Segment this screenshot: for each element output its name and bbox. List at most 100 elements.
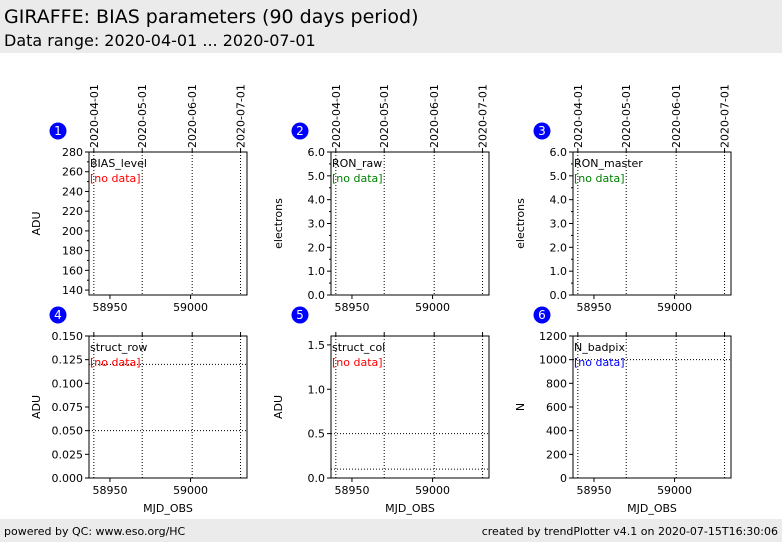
y-tick-label: 0.100	[52, 377, 84, 390]
panel-number-badge	[49, 122, 67, 140]
top-date-label: 2020-07-01	[719, 84, 732, 148]
y-tick-label: 5.0	[308, 170, 326, 183]
y-tick-label: 0.0	[308, 289, 326, 302]
y-tick-label: 0	[560, 472, 567, 485]
y-tick-label: 200	[546, 448, 567, 461]
top-date-label: 2020-04-01	[572, 84, 585, 148]
parameter-label: RON_master	[574, 157, 643, 170]
no-data-label: [no data]	[90, 172, 141, 185]
y-tick-label: 240	[62, 185, 83, 198]
panel-number-badge	[533, 306, 551, 324]
y-axis-label: ADU	[272, 395, 285, 419]
x-tick-label: 58950	[576, 484, 611, 497]
report-header: GIRAFFE: BIAS parameters (90 days period…	[0, 0, 782, 53]
chart-panel-6: 0 200 400 600 800 1000 1200 58950 59000 N MJD_OBS 6…	[514, 306, 732, 515]
y-tick-label: 5.0	[550, 170, 568, 183]
y-tick-label: 280	[62, 146, 83, 159]
y-tick-label: 1000	[539, 354, 567, 367]
y-tick-label: 0.050	[52, 425, 84, 438]
y-tick-label: 0.125	[52, 354, 84, 367]
top-date-label: 2020-06-01	[670, 84, 683, 148]
parameter-label: N_badpix	[574, 341, 625, 354]
y-tick-label: 1.5	[308, 339, 326, 352]
chart-panel-5: 0.0 0.5 1.0 1.5 58950 59000 ADU MJD_OBS 5 struct_…	[272, 306, 490, 515]
x-tick-label: 58950	[334, 301, 369, 314]
panel-number-label: 6	[538, 308, 546, 322]
footer-created-by: created by trendPlotter v4.1 on 2020-07-…	[481, 525, 778, 538]
x-axis-label: MJD_OBS	[385, 502, 435, 515]
axes-frame	[88, 151, 248, 296]
y-tick-label: 220	[62, 205, 83, 218]
page-subtitle: Data range: 2020-04-01 ... 2020-07-01	[4, 31, 316, 50]
no-data-label: [no data]	[332, 172, 383, 185]
x-tick-label: 58950	[92, 484, 127, 497]
x-tick-label: 58950	[334, 484, 369, 497]
y-tick-label: 3.0	[550, 218, 568, 231]
y-tick-label: 1.0	[550, 265, 568, 278]
y-tick-label: 140	[62, 284, 83, 297]
top-date-label: 2020-07-01	[235, 84, 248, 148]
y-axis-label: electrons	[272, 198, 285, 249]
y-tick-label: 200	[62, 225, 83, 238]
y-axis-label: N	[514, 403, 527, 411]
x-tick-label: 59000	[657, 301, 692, 314]
parameter-label: struct_row	[90, 341, 147, 354]
parameter-label: struct_col	[332, 341, 385, 354]
panel-number-badge	[291, 306, 309, 324]
y-tick-label: 180	[62, 245, 83, 258]
x-tick-label: 59000	[657, 484, 692, 497]
axes-frame	[330, 335, 490, 479]
y-tick-label: 600	[546, 401, 567, 414]
no-data-label: [no data]	[90, 356, 141, 369]
y-tick-label: 1.0	[308, 265, 326, 278]
y-tick-label: 2.0	[308, 241, 326, 254]
footer-powered-by: powered by QC: www.eso.org/HC	[4, 525, 186, 538]
y-tick-label: 1200	[539, 330, 567, 343]
page-title: GIRAFFE: BIAS parameters (90 days period…	[4, 6, 419, 28]
panel-number-badge	[533, 122, 551, 140]
panel-number-label: 3	[538, 124, 546, 138]
y-tick-label: 400	[546, 425, 567, 438]
report-footer: powered by QC: www.eso.org/HC created by…	[0, 519, 782, 542]
top-date-label: 2020-05-01	[136, 84, 149, 148]
panel-number-badge	[291, 122, 309, 140]
parameter-label: RON_raw	[332, 157, 382, 170]
y-axis-label: electrons	[514, 198, 527, 249]
top-date-label: 2020-04-01	[330, 84, 343, 148]
x-tick-label: 59000	[415, 484, 450, 497]
y-tick-label: 4.0	[308, 194, 326, 207]
y-tick-label: 0.0	[550, 289, 568, 302]
chart-panel-2: 0.0 1.0 2.0 3.0 4.0 5.0 6.0 58950 59000 2020-04-0…	[272, 84, 490, 314]
y-axis-label: ADU	[30, 395, 43, 419]
panel-number-label: 4	[54, 308, 62, 322]
top-date-label: 2020-04-01	[88, 84, 101, 148]
top-date-label: 2020-05-01	[378, 84, 391, 148]
y-tick-label: 1.0	[308, 383, 326, 396]
top-date-label: 2020-06-01	[428, 84, 441, 148]
chart-panel-4: 0.000 0.025 0.050 0.075 0.100 0.125 0.150 58950…	[30, 306, 248, 515]
y-tick-label: 0.075	[52, 401, 84, 414]
panel-number-label: 2	[296, 124, 304, 138]
x-tick-label: 59000	[173, 301, 208, 314]
panel-number-label: 5	[296, 308, 304, 322]
top-date-label: 2020-06-01	[186, 84, 199, 148]
top-date-label: 2020-07-01	[477, 84, 490, 148]
x-axis-label: MJD_OBS	[143, 502, 193, 515]
x-tick-label: 58950	[92, 301, 127, 314]
y-tick-label: 800	[546, 377, 567, 390]
x-tick-label: 58950	[576, 301, 611, 314]
y-tick-label: 0.0	[308, 472, 326, 485]
panel-number-badge	[49, 306, 67, 324]
y-tick-label: 6.0	[308, 146, 326, 159]
x-axis-label: MJD_OBS	[627, 502, 677, 515]
panel-number-label: 1	[54, 124, 62, 138]
y-tick-label: 0.150	[52, 330, 84, 343]
y-tick-label: 4.0	[550, 194, 568, 207]
chart-panel-1: 140 160 180 200 220 240 260 280 58950 59000 2020-0…	[30, 84, 248, 314]
no-data-label: [no data]	[574, 356, 625, 369]
parameter-label: BIAS_level	[90, 157, 147, 170]
y-tick-label: 3.0	[308, 218, 326, 231]
no-data-label: [no data]	[574, 172, 625, 185]
y-tick-label: 6.0	[550, 146, 568, 159]
